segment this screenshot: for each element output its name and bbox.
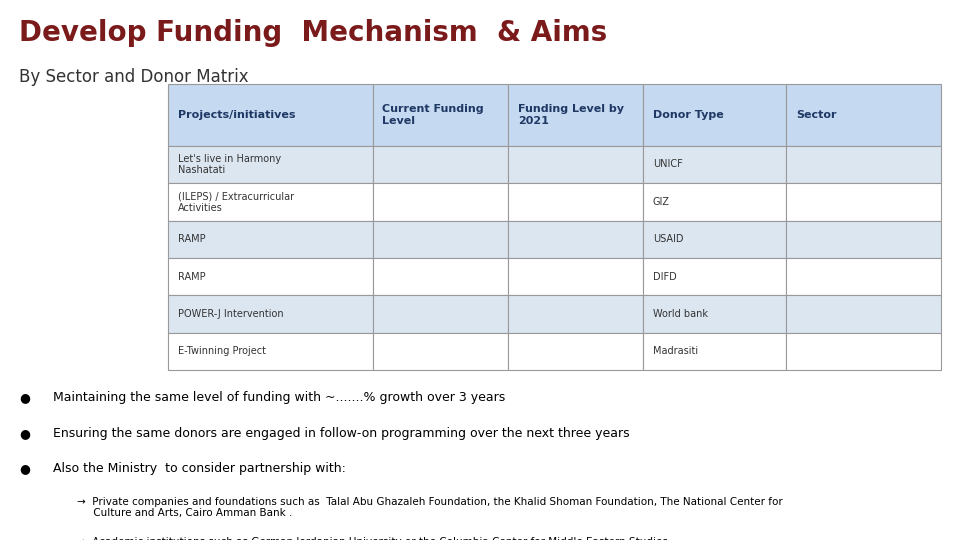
Bar <box>786 220 941 258</box>
Bar <box>643 220 786 258</box>
Text: Develop Funding  Mechanism  & Aims: Develop Funding Mechanism & Aims <box>19 19 608 47</box>
Text: Donor Type: Donor Type <box>653 110 724 120</box>
Bar <box>168 84 372 146</box>
Bar <box>786 183 941 220</box>
Bar <box>168 258 372 295</box>
Bar <box>643 183 786 220</box>
Text: →  Academic institutions such as German Jordanian University or the Columbia Cen: → Academic institutions such as German J… <box>77 537 671 540</box>
Text: Funding Level by
2021: Funding Level by 2021 <box>517 104 624 126</box>
Bar <box>643 146 786 183</box>
Bar <box>372 84 508 146</box>
Bar <box>372 220 508 258</box>
Bar <box>643 295 786 333</box>
Bar <box>508 146 643 183</box>
Bar <box>168 333 372 370</box>
Text: ●: ● <box>19 427 30 440</box>
Bar <box>168 295 372 333</box>
Bar <box>168 183 372 220</box>
Text: DIFD: DIFD <box>653 272 677 281</box>
Bar <box>786 146 941 183</box>
Bar <box>643 84 786 146</box>
Text: Sector: Sector <box>796 110 836 120</box>
Bar <box>508 183 643 220</box>
Bar <box>372 333 508 370</box>
Bar <box>508 295 643 333</box>
Text: ●: ● <box>19 462 30 475</box>
Bar <box>508 220 643 258</box>
Text: POWER-J Intervention: POWER-J Intervention <box>178 309 283 319</box>
Text: Ensuring the same donors are engaged in follow-on programming over the next thre: Ensuring the same donors are engaged in … <box>53 427 630 440</box>
Bar <box>786 258 941 295</box>
Text: Projects/initiatives: Projects/initiatives <box>178 110 295 120</box>
Text: (ILEPS) / Extracurricular
Activities: (ILEPS) / Extracurricular Activities <box>178 191 294 213</box>
Text: Madrasiti: Madrasiti <box>653 346 698 356</box>
Text: RAMP: RAMP <box>178 234 205 244</box>
Bar <box>786 295 941 333</box>
Bar <box>508 84 643 146</box>
Text: Also the Ministry  to consider partnership with:: Also the Ministry to consider partnershi… <box>53 462 346 475</box>
Text: GIZ: GIZ <box>653 197 670 207</box>
Bar <box>786 84 941 146</box>
Bar <box>168 146 372 183</box>
Bar <box>508 258 643 295</box>
Bar <box>786 333 941 370</box>
Text: UNICF: UNICF <box>653 159 683 170</box>
Text: Current Funding
Level: Current Funding Level <box>382 104 484 126</box>
Text: →  Private companies and foundations such as  Talal Abu Ghazaleh Foundation, the: → Private companies and foundations such… <box>77 497 782 518</box>
Text: USAID: USAID <box>653 234 684 244</box>
Text: Maintaining the same level of funding with ~.......% growth over 3 years: Maintaining the same level of funding wi… <box>53 392 505 404</box>
Bar <box>372 258 508 295</box>
Text: World bank: World bank <box>653 309 708 319</box>
Bar <box>372 183 508 220</box>
Bar <box>372 146 508 183</box>
Text: RAMP: RAMP <box>178 272 205 281</box>
Text: E-Twinning Project: E-Twinning Project <box>178 346 266 356</box>
Text: By Sector and Donor Matrix: By Sector and Donor Matrix <box>19 68 249 85</box>
Bar <box>168 220 372 258</box>
Bar <box>372 295 508 333</box>
Bar <box>643 258 786 295</box>
Bar <box>508 333 643 370</box>
Text: ●: ● <box>19 392 30 404</box>
Bar <box>643 333 786 370</box>
Text: Let's live in Harmony
Nashatati: Let's live in Harmony Nashatati <box>178 154 280 176</box>
